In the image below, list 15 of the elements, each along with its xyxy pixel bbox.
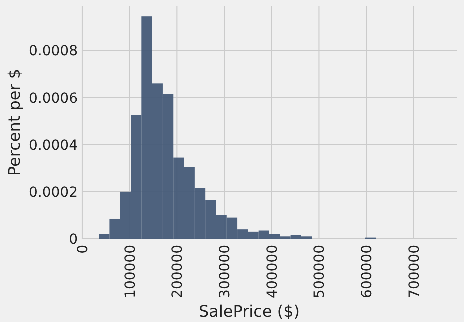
y-tick-label: 0.0008 (29, 44, 78, 60)
x-tick-label: 700000 (406, 245, 423, 298)
y-tick-label: 0.0002 (29, 184, 78, 201)
x-tick-label: 300000 (218, 245, 234, 298)
y-tick-label: 0.0006 (29, 90, 78, 107)
x-tick-label: 200000 (170, 245, 186, 298)
y-tick-label: 0 (69, 232, 78, 248)
x-tick-label: 100000 (122, 245, 139, 298)
y-tick-label: 0.0004 (29, 138, 78, 154)
x-tick-label: 500000 (312, 245, 328, 298)
x-tick-label: 400000 (264, 245, 281, 298)
x-tick-label: 600000 (360, 245, 376, 298)
x-tick-label: 0 (75, 245, 92, 254)
y-axis-title: Percent per $ (5, 68, 24, 176)
x-axis-title: SalePrice ($) (198, 302, 300, 321)
